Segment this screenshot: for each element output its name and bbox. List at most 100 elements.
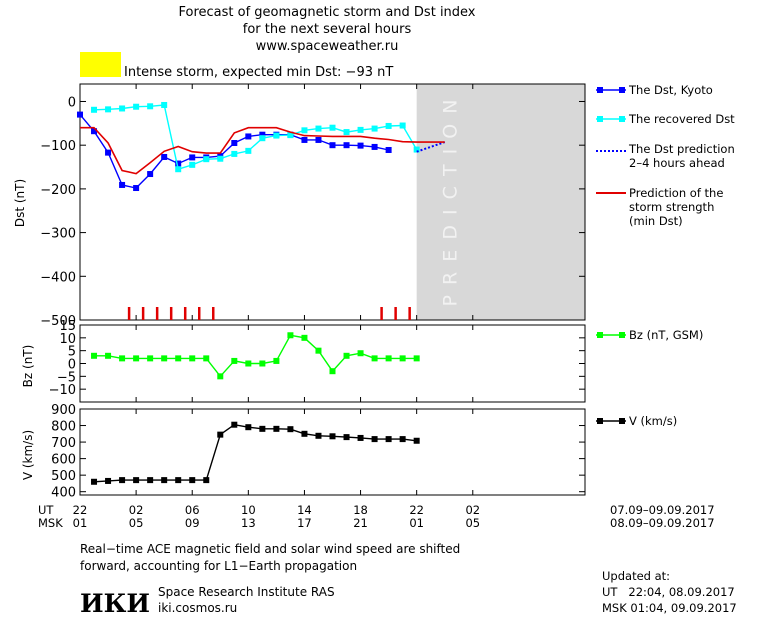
- data-point: [301, 127, 308, 134]
- data-point: [133, 103, 140, 110]
- data-point: [119, 105, 126, 112]
- data-point: [399, 436, 406, 443]
- dst-ytick-label: −400: [40, 270, 76, 285]
- legend-strength-line1: Prediction of the: [629, 186, 723, 200]
- data-point: [175, 355, 182, 362]
- legend-dst-kyoto-marker: [619, 87, 625, 93]
- legend-prediction-line1: The Dst prediction: [628, 142, 735, 156]
- prediction-region: [416, 84, 585, 320]
- data-point: [203, 156, 210, 163]
- data-point: [119, 355, 126, 362]
- dst-ytick-label: −100: [40, 139, 76, 154]
- bz-frame: [79, 324, 586, 403]
- legend-bz-marker: [597, 332, 603, 338]
- dst-ytick-label: 0: [68, 95, 76, 110]
- data-point: [133, 477, 140, 484]
- series-line-dst-2: [416, 141, 446, 153]
- legend-bz: Bz (nT, GSM): [629, 328, 703, 342]
- data-point: [385, 355, 392, 362]
- data-point: [315, 347, 322, 354]
- ut-tick-label: 22: [73, 503, 88, 517]
- speed-axis-label: V (km/s): [21, 430, 35, 480]
- legend-bz-marker: [619, 332, 625, 338]
- iki-logo: ИКИ: [80, 589, 150, 618]
- data-point: [189, 477, 196, 484]
- bz-ytick-label: 15: [59, 319, 76, 334]
- data-point: [203, 355, 210, 362]
- msk-tick-label: 05: [465, 516, 480, 530]
- data-point: [343, 142, 350, 149]
- v-frame: [79, 408, 586, 496]
- ut-tick-label: 10: [241, 503, 256, 517]
- dst-frame: [79, 83, 586, 321]
- data-point: [161, 355, 168, 362]
- data-point: [245, 360, 252, 367]
- data-point: [217, 431, 224, 438]
- bz-ytick-label: 5: [68, 345, 76, 360]
- data-point: [161, 101, 168, 108]
- data-point: [133, 355, 140, 362]
- data-point: [315, 125, 322, 132]
- data-point: [91, 128, 98, 135]
- data-point: [231, 150, 238, 157]
- data-point: [301, 334, 308, 341]
- data-point: [357, 142, 364, 149]
- series-line-v-0: [93, 423, 417, 483]
- data-point: [259, 360, 266, 367]
- msk-tick-label: 13: [241, 516, 256, 530]
- msk-axis-label: MSK: [38, 516, 63, 530]
- data-point: [217, 155, 224, 162]
- data-point: [245, 147, 252, 154]
- data-point: [273, 425, 280, 432]
- data-point: [119, 477, 126, 484]
- ut-date-range: 07.09–09.09.2017: [610, 503, 715, 517]
- data-point: [343, 129, 350, 136]
- data-point: [259, 425, 266, 432]
- data-point: [91, 478, 98, 485]
- msk-tick-label: 09: [185, 516, 200, 530]
- data-point: [147, 171, 154, 178]
- updated-ut: UT 22:04, 08.09.2017: [602, 585, 735, 599]
- v-ytick-label: 900: [51, 403, 76, 418]
- data-point: [273, 357, 280, 364]
- data-point: [413, 355, 420, 362]
- data-point: [91, 352, 98, 359]
- chart-title-line-1: Forecast of geomagnetic storm and Dst in…: [178, 5, 475, 20]
- storm-alert-swatch: [80, 52, 121, 77]
- msk-tick-label: 01: [73, 516, 88, 530]
- data-point: [175, 477, 182, 484]
- msk-tick-label: 05: [129, 516, 144, 530]
- legend-recovered: The recovered Dst: [628, 112, 735, 126]
- dst-ytick-label: −300: [40, 227, 76, 242]
- data-point: [315, 432, 322, 439]
- ut-tick-label: 22: [409, 503, 424, 517]
- data-point: [259, 131, 266, 138]
- updated-msk: MSK 01:04, 09.09.2017: [602, 601, 737, 615]
- data-point: [301, 430, 308, 437]
- dst-panel: P R E D I C T I O N 0 −100 −200 −300 −400 −500: [40, 83, 586, 329]
- data-point: [385, 146, 392, 153]
- data-point: [161, 477, 168, 484]
- msk-tick-label: 21: [353, 516, 368, 530]
- storm-alert-text: Intense storm, expected min Dst: −93 nT: [124, 65, 393, 80]
- chart-title-line-2: for the next several hours: [243, 22, 412, 37]
- data-point: [385, 122, 392, 129]
- data-point: [175, 160, 182, 167]
- data-point: [301, 136, 308, 143]
- data-point: [147, 477, 154, 484]
- data-point: [119, 181, 126, 188]
- data-point: [287, 132, 294, 139]
- data-point: [357, 350, 364, 357]
- data-point: [343, 352, 350, 359]
- legend-strength-line2: storm strength: [629, 200, 714, 214]
- data-point: [105, 149, 112, 156]
- updated-label: Updated at:: [602, 569, 670, 583]
- ut-axis-label: UT: [38, 503, 54, 517]
- data-point: [287, 426, 294, 433]
- data-point: [161, 153, 168, 160]
- legend-v-marker: [619, 418, 625, 424]
- data-point: [147, 355, 154, 362]
